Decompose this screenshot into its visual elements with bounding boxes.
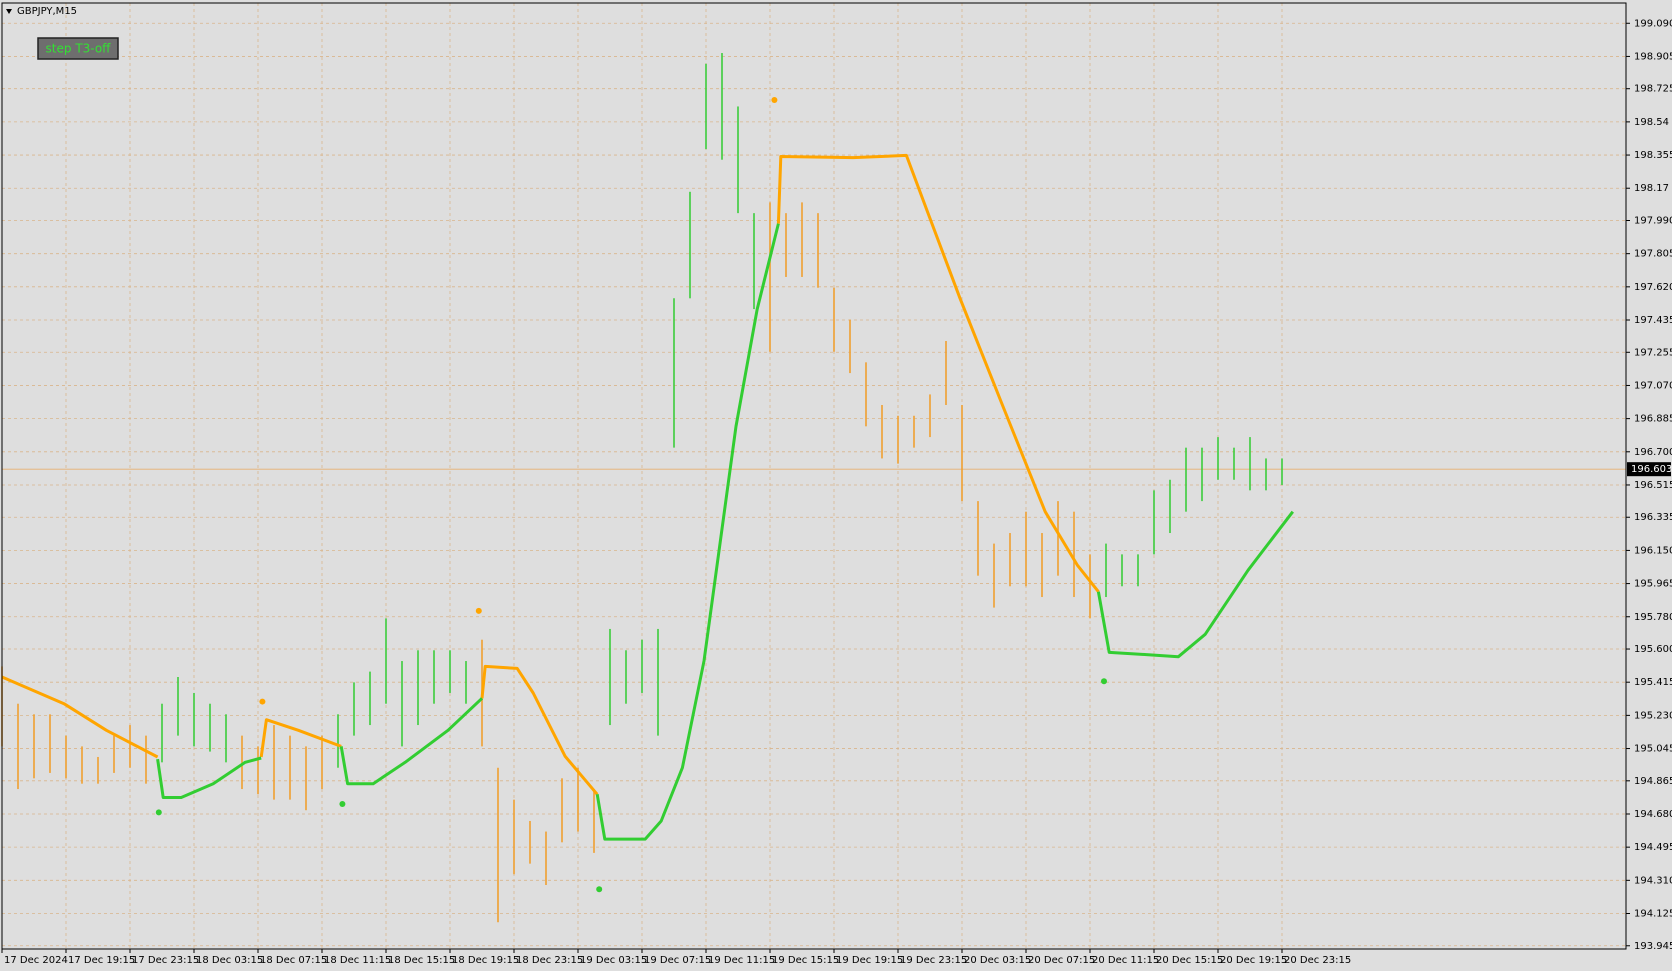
y-tick-label: 196.150 bbox=[1634, 545, 1672, 556]
x-tick-label: 20 Dec 23:15 bbox=[1284, 955, 1351, 966]
y-tick-label: 198.725 bbox=[1634, 84, 1672, 95]
x-tick-label: 19 Dec 03:15 bbox=[580, 955, 647, 966]
y-tick-label: 197.070 bbox=[1634, 380, 1672, 391]
x-tick-label: 18 Dec 03:15 bbox=[196, 955, 263, 966]
x-tick-label: 17 Dec 19:15 bbox=[68, 955, 135, 966]
y-tick-label: 198.54 bbox=[1634, 117, 1669, 128]
y-tick-label: 193.945 bbox=[1634, 941, 1672, 952]
symbol-label: GBPJPY,M15 bbox=[17, 6, 77, 17]
plot-frame bbox=[1, 2, 1627, 950]
y-tick-label: 198.905 bbox=[1634, 51, 1672, 62]
y-tick-label: 195.600 bbox=[1634, 644, 1672, 655]
x-tick-label: 19 Dec 11:15 bbox=[708, 955, 775, 966]
y-tick-label: 196.700 bbox=[1634, 447, 1672, 458]
x-tick-label: 18 Dec 19:15 bbox=[452, 955, 519, 966]
y-tick-label: 198.17 bbox=[1634, 183, 1669, 194]
x-tick-label: 19 Dec 07:15 bbox=[644, 955, 711, 966]
indicator-line bbox=[156, 223, 1294, 841]
y-tick-label: 196.515 bbox=[1634, 480, 1672, 491]
x-tick-label: 17 Dec 23:15 bbox=[132, 955, 199, 966]
grid bbox=[1, 3, 1626, 949]
signal-dot bbox=[1101, 678, 1107, 685]
button-label[interactable]: step T3-off bbox=[46, 42, 112, 56]
x-tick-label: 17 Dec 2024 bbox=[4, 955, 68, 966]
signal-dot bbox=[339, 800, 346, 807]
signal-dot bbox=[771, 97, 778, 104]
y-tick-label: 195.230 bbox=[1634, 710, 1672, 721]
y-tick-label: 194.865 bbox=[1634, 776, 1672, 787]
x-tick-label: 20 Dec 19:15 bbox=[1220, 955, 1287, 966]
y-tick-label: 196.335 bbox=[1634, 512, 1672, 523]
y-tick-label: 198.355 bbox=[1634, 150, 1672, 161]
y-tick-label: 195.415 bbox=[1634, 677, 1672, 688]
signal-dot bbox=[596, 886, 603, 893]
signal-dot bbox=[155, 809, 162, 816]
x-tick-label: 19 Dec 19:15 bbox=[836, 955, 903, 966]
signal-dot bbox=[259, 698, 266, 705]
y-tick-label: 196.885 bbox=[1634, 414, 1672, 425]
current-price-label: 196.603 bbox=[1631, 464, 1672, 475]
y-tick-label: 197.990 bbox=[1634, 215, 1672, 226]
mode-button[interactable]: step T3-off bbox=[37, 37, 119, 60]
y-tick-label: 199.090 bbox=[1634, 18, 1672, 29]
y-tick-label: 194.310 bbox=[1634, 875, 1672, 886]
x-tick-label: 18 Dec 07:15 bbox=[260, 955, 327, 966]
symbol-arrow bbox=[6, 9, 12, 14]
y-tick-label: 197.435 bbox=[1634, 315, 1672, 326]
y-tick-label: 197.620 bbox=[1634, 282, 1672, 293]
y-tick-label: 195.965 bbox=[1634, 579, 1672, 590]
y-tick-label: 197.805 bbox=[1634, 249, 1672, 260]
x-tick-label: 18 Dec 15:15 bbox=[388, 955, 455, 966]
axes: 199.090 198.905 198.725 198.54 198.355 198.17… bbox=[1, 18, 1672, 966]
x-tick-label: 19 Dec 23:15 bbox=[900, 955, 967, 966]
x-tick-label: 18 Dec 23:15 bbox=[516, 955, 583, 966]
x-tick-label: 20 Dec 03:15 bbox=[964, 955, 1031, 966]
x-tick-label: 18 Dec 11:15 bbox=[324, 955, 391, 966]
y-tick-label: 195.780 bbox=[1634, 612, 1672, 623]
button-box[interactable] bbox=[37, 37, 119, 60]
indicator-line bbox=[1, 153, 1100, 796]
y-tick-label: 194.680 bbox=[1634, 809, 1672, 820]
x-tick-label: 20 Dec 15:15 bbox=[1156, 955, 1223, 966]
y-tick-label: 197.255 bbox=[1634, 347, 1672, 358]
x-tick-label: 19 Dec 15:15 bbox=[772, 955, 839, 966]
plot bbox=[1, 53, 1626, 923]
y-tick-label: 194.125 bbox=[1634, 908, 1672, 919]
current-price-box bbox=[1627, 462, 1671, 477]
y-tick-label: 194.495 bbox=[1634, 842, 1672, 853]
signal-dot bbox=[475, 607, 482, 614]
x-tick-label: 20 Dec 11:15 bbox=[1092, 955, 1159, 966]
x-tick-label: 20 Dec 07:15 bbox=[1028, 955, 1095, 966]
y-tick-label: 195.045 bbox=[1634, 744, 1672, 755]
